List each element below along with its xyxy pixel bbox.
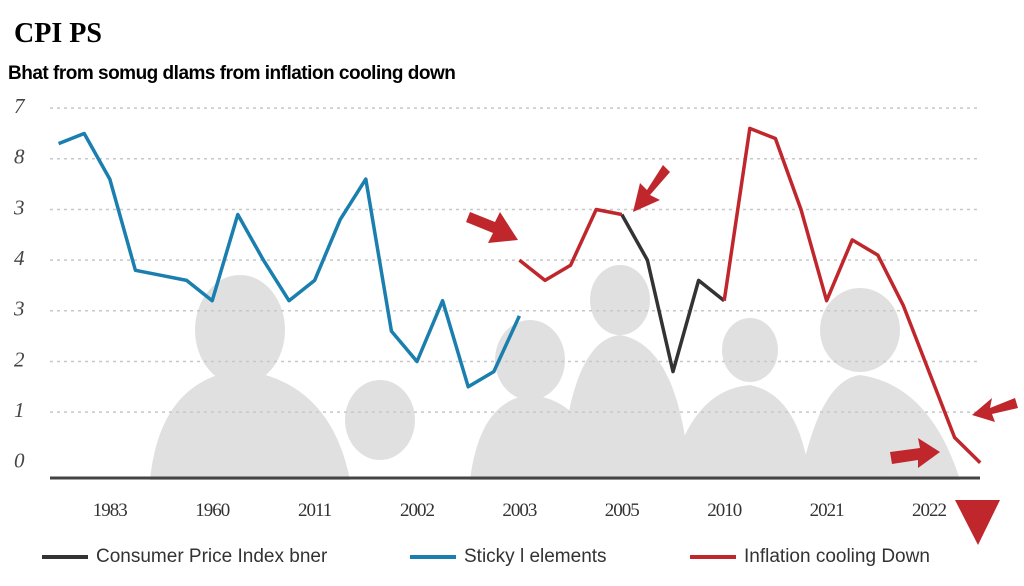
arrows bbox=[466, 165, 1018, 545]
y-tick-label: 7 bbox=[14, 94, 26, 118]
y-tick-label: 4 bbox=[14, 246, 25, 270]
plot: 7 8 3 4 3 2 1 0 1983 1960 2011 2002 2003 2005 2010 2021… bbox=[13, 94, 982, 521]
y-tick-label: 1 bbox=[14, 398, 25, 422]
chart-title: CPI PS bbox=[14, 18, 102, 49]
y-tick-label: 0 bbox=[14, 449, 25, 473]
legend-label: Sticky l elements bbox=[464, 546, 607, 567]
y-tick-label: 3 bbox=[13, 297, 25, 321]
legend: Consumer Price Index bner Sticky l elemen… bbox=[42, 546, 930, 567]
legend-label: Consumer Price Index bner bbox=[96, 546, 328, 567]
x-tick-label: 1983 bbox=[93, 500, 128, 521]
series-line bbox=[620, 213, 726, 374]
x-tick-label: 2003 bbox=[502, 500, 537, 521]
background-silhouettes bbox=[150, 265, 960, 480]
x-tick-label: 2022 bbox=[912, 500, 947, 521]
y-tick-label: 8 bbox=[14, 145, 25, 169]
y-tick-label: 3 bbox=[13, 195, 25, 219]
x-tick-label: 1960 bbox=[195, 500, 230, 521]
x-tick-label: 2005 bbox=[605, 500, 640, 521]
x-tick-label: 2021 bbox=[810, 500, 845, 521]
series-line bbox=[57, 131, 521, 389]
series-line bbox=[518, 126, 982, 465]
y-tick-label: 2 bbox=[14, 347, 25, 371]
x-tick-label: 2011 bbox=[298, 500, 332, 521]
x-tick-label: 2010 bbox=[707, 500, 742, 521]
chart-subtitle: Bhat from somug dlams from inflation coo… bbox=[8, 63, 455, 84]
legend-label: Inflation cooling Down bbox=[744, 546, 930, 567]
x-tick-label: 2002 bbox=[400, 500, 435, 521]
